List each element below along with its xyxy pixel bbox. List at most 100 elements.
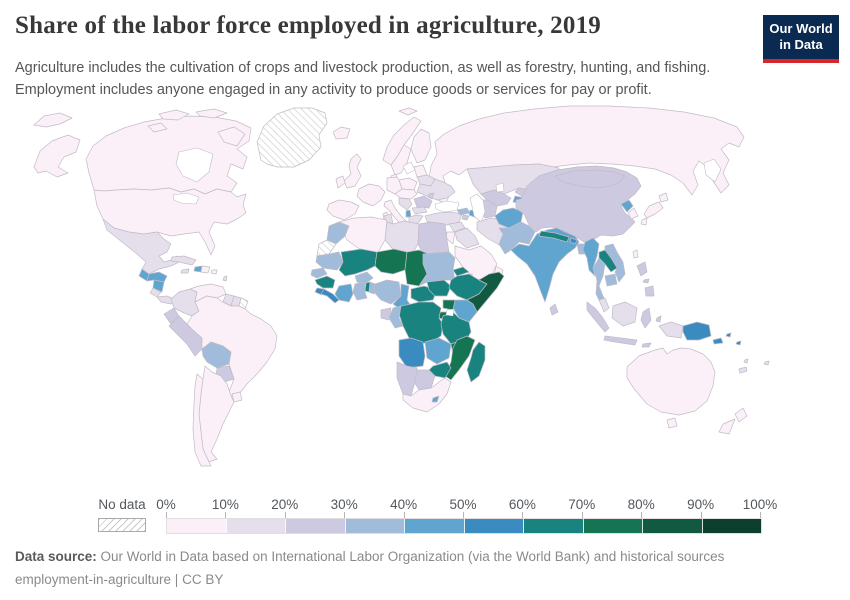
country-cuba[interactable] <box>170 255 197 266</box>
country-niger[interactable] <box>374 248 408 275</box>
country-taiwan[interactable] <box>632 249 639 259</box>
legend-segment-0-10%[interactable] <box>167 519 226 533</box>
owid-logo[interactable]: Our World in Data <box>763 15 839 63</box>
country-france[interactable] <box>356 183 386 207</box>
country-uk[interactable] <box>343 153 362 189</box>
country-west-papua[interactable] <box>658 321 684 339</box>
country-papua-new-guinea[interactable] <box>682 321 712 341</box>
country-iceland[interactable] <box>332 126 351 140</box>
country-moldova[interactable] <box>427 192 435 200</box>
country-iraq[interactable] <box>454 227 480 249</box>
country-egypt[interactable] <box>417 221 450 255</box>
country-lesser-antilles[interactable] <box>222 275 228 282</box>
country-solomon-2[interactable] <box>735 340 742 346</box>
country-liberia[interactable] <box>320 288 340 304</box>
country-angola[interactable] <box>398 337 426 369</box>
country-afghanistan[interactable] <box>494 207 524 229</box>
legend-segment-60-70%[interactable] <box>523 519 583 533</box>
country-pakistan[interactable] <box>498 221 536 255</box>
country-mozambique[interactable] <box>444 335 476 381</box>
country-jamaica[interactable] <box>180 268 190 274</box>
country-baffin-island[interactable] <box>217 126 246 147</box>
country-new-caledonia[interactable] <box>738 366 748 374</box>
country-philippines-mindanao[interactable] <box>644 285 655 297</box>
country-japan-hokkaido[interactable] <box>658 192 669 203</box>
country-eritrea[interactable] <box>452 266 470 277</box>
country-cambodia[interactable] <box>604 273 618 287</box>
country-russia-chukotka-west[interactable] <box>33 112 73 128</box>
country-gabon[interactable] <box>380 307 392 321</box>
country-madagascar[interactable] <box>466 341 486 383</box>
no-data-swatch[interactable] <box>98 518 146 532</box>
country-japan-kyushu[interactable] <box>640 217 648 226</box>
country-ireland[interactable] <box>335 175 346 189</box>
country-russia[interactable] <box>428 105 745 205</box>
country-ivory-coast[interactable] <box>334 283 354 303</box>
country-south-africa[interactable] <box>402 377 452 413</box>
country-zambia[interactable] <box>424 337 452 365</box>
country-vanuatu[interactable] <box>743 358 749 364</box>
country-chile[interactable] <box>192 373 212 467</box>
country-balkans[interactable] <box>398 197 413 211</box>
legend-segment-80-90%[interactable] <box>642 519 702 533</box>
legend-segment-50-60%[interactable] <box>463 519 523 533</box>
country-tasmania[interactable] <box>666 417 678 429</box>
country-arctic-island-3[interactable] <box>147 122 168 133</box>
country-borneo[interactable] <box>611 301 638 327</box>
country-mongolia[interactable] <box>554 169 626 189</box>
country-malaysia[interactable] <box>598 297 610 313</box>
country-saudi-arabia[interactable] <box>454 245 498 281</box>
country-nepal[interactable] <box>538 230 570 243</box>
country-svalbard[interactable] <box>398 107 418 116</box>
country-uruguay[interactable] <box>231 391 243 403</box>
country-philippines-luzon[interactable] <box>636 261 648 277</box>
country-arctic-island-2[interactable] <box>195 108 228 119</box>
country-solomon-1[interactable] <box>725 332 732 338</box>
country-mexico[interactable] <box>102 218 180 275</box>
country-new-zealand-north[interactable] <box>734 407 748 423</box>
country-thailand[interactable] <box>592 257 608 307</box>
country-new-britain[interactable] <box>712 337 724 345</box>
world-map[interactable] <box>0 105 850 490</box>
country-java[interactable] <box>603 335 638 346</box>
country-philippines-visayas[interactable] <box>642 278 650 284</box>
country-ukraine[interactable] <box>416 178 456 201</box>
country-moluccas[interactable] <box>655 315 662 323</box>
country-armenia[interactable] <box>461 214 470 221</box>
legend-color-bar[interactable] <box>166 518 762 534</box>
country-romania[interactable] <box>413 195 433 209</box>
country-north-korea[interactable] <box>620 199 634 213</box>
country-syria[interactable] <box>448 221 466 233</box>
country-bhutan[interactable] <box>569 237 578 245</box>
country-south-korea[interactable] <box>627 207 639 220</box>
country-new-zealand-south[interactable] <box>718 418 736 435</box>
country-burkina-faso[interactable] <box>354 271 374 285</box>
country-lesotho[interactable] <box>431 395 440 403</box>
country-mali[interactable] <box>338 248 378 277</box>
country-western-sahara[interactable] <box>316 239 337 257</box>
country-sri-lanka[interactable] <box>549 303 559 316</box>
country-greenland[interactable] <box>256 107 328 168</box>
country-senegal[interactable] <box>310 267 328 279</box>
country-south-sudan[interactable] <box>426 279 452 297</box>
country-morocco[interactable] <box>326 221 350 245</box>
country-lesser-sunda[interactable] <box>641 342 652 348</box>
country-fiji[interactable] <box>763 360 770 366</box>
country-japan-honshu[interactable] <box>643 201 664 219</box>
country-somalia[interactable] <box>466 271 505 313</box>
country-bolivia[interactable] <box>201 341 232 369</box>
legend-segment-70-80%[interactable] <box>582 519 642 533</box>
country-canada[interactable] <box>85 115 252 195</box>
legend-segment-30-40%[interactable] <box>344 519 404 533</box>
country-guinea[interactable] <box>314 275 336 289</box>
country-sumatra[interactable] <box>586 301 610 333</box>
country-algeria[interactable] <box>338 216 388 255</box>
legend-segment-90-100%[interactable] <box>701 519 761 533</box>
country-sulawesi[interactable] <box>640 307 652 329</box>
country-togo[interactable] <box>364 281 371 293</box>
legend-segment-10-20%[interactable] <box>225 519 285 533</box>
country-namibia[interactable] <box>396 361 418 397</box>
country-dominican-republic[interactable] <box>200 265 211 274</box>
country-arctic-island-1[interactable] <box>158 109 190 121</box>
country-iberia[interactable] <box>326 199 360 221</box>
